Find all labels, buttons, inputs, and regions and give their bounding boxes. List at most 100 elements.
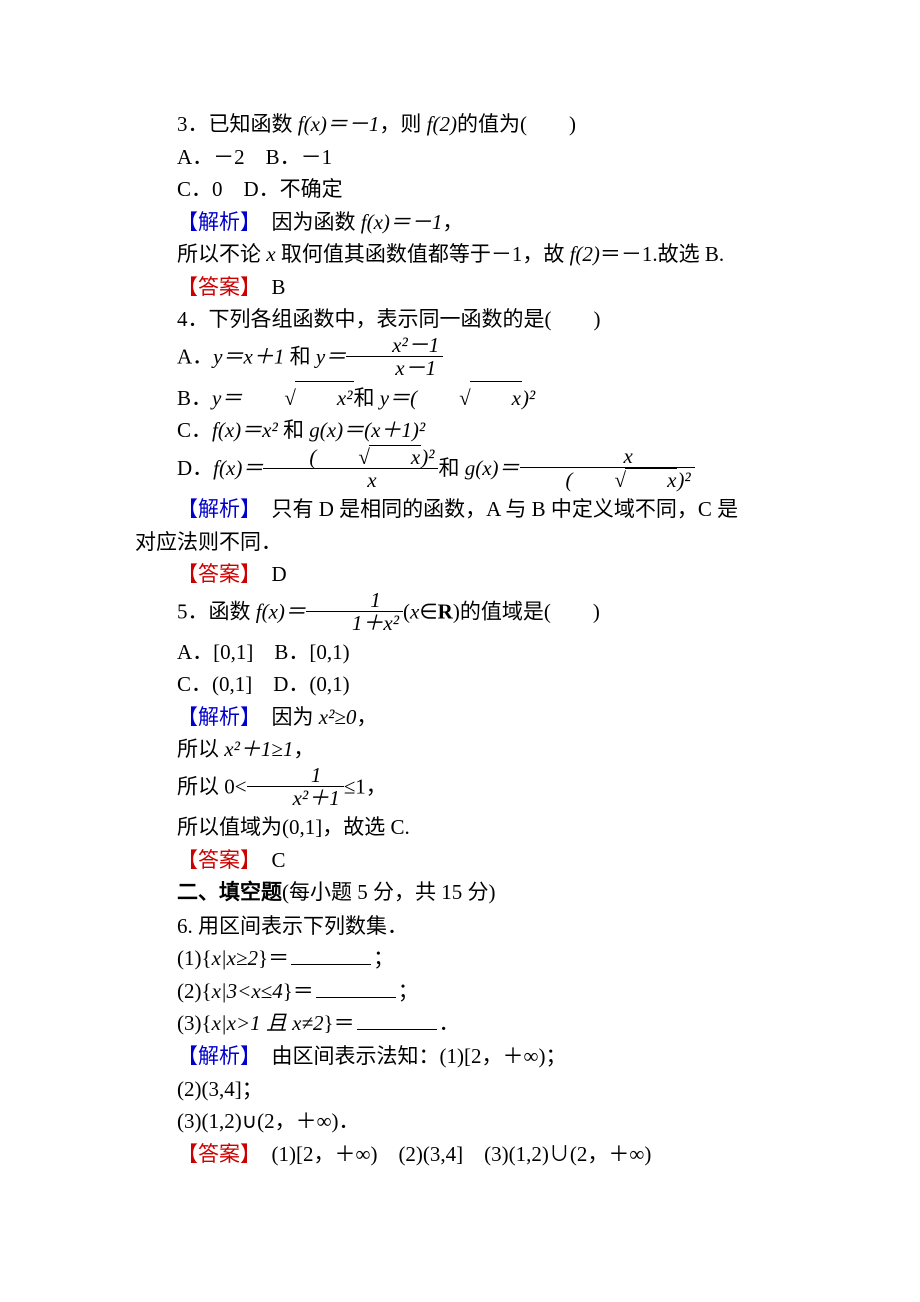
q4-A-den: x－1 (346, 357, 443, 379)
q4-optA: A．y＝x＋1 和 y＝x²－1x－1 (135, 336, 795, 381)
q4-D-b-frac: x(x)² (520, 445, 695, 491)
q6-p1c: }＝ (258, 946, 289, 970)
q6-an-1: 【解析】 由区间表示法知：(1)[2，＋∞)； (135, 1040, 795, 1073)
q3-an-l2c: ＝－1.故选 B. (600, 242, 724, 266)
sqrt-icon: x (417, 381, 522, 415)
q5-sl3-den: x²＋1 (247, 787, 344, 809)
q6-p2-semi: ； (398, 979, 419, 1003)
sec2-title-a: 二、填空题 (177, 881, 282, 904)
q6-p2a: (2){ (177, 979, 212, 1003)
q4-A-a: y＝x＋1 (213, 344, 284, 368)
q4-C-mid: 和 (278, 418, 310, 442)
q5-sl1e: ， (356, 705, 377, 729)
q4-answer-val: D (251, 562, 287, 586)
q4-B-mid: 和 (354, 386, 380, 410)
q4-B-a-rad: x² (295, 381, 354, 415)
q4-B-pre: B． (177, 386, 212, 410)
q4-D-a-num: (x)² (263, 445, 438, 469)
q5-opts-ab: A．[0,1] B．[0,1) (135, 636, 795, 669)
q6-answer-val: (1)[2，＋∞) (2)(3,4] (3)(1,2)∪(2，＋∞) (251, 1142, 652, 1166)
q5-opts-cd: C．(0,1] D．(0,1) (135, 668, 795, 701)
q4-A-frac: x²－1x－1 (346, 334, 443, 379)
q3-answer: 【答案】 B (135, 271, 795, 304)
q4-C-pre: C． (177, 418, 212, 442)
q4-D-b-num: x (520, 445, 695, 468)
q6-p3c: }＝ (324, 1011, 355, 1035)
q5-sl2a: 所以 (177, 737, 224, 761)
q4-analysis-l1: 【解析】 只有 D 是相同的函数，A 与 B 中定义域不同，C 是 (135, 493, 795, 526)
q6-p1a: (1){ (177, 946, 212, 970)
q3-answer-val: B (251, 275, 286, 299)
q4-an-l1: 只有 D 是相同的函数，A 与 B 中定义域不同，C 是 (251, 497, 739, 521)
q3-opts-ab: A．－2 B．－1 (135, 141, 795, 174)
q3-f2: f(2) (427, 112, 457, 136)
q5-in: ∈ (419, 599, 437, 623)
q5-fx: f(x)＝ (256, 599, 306, 623)
q5-paren-l: ( (403, 599, 410, 623)
q5-sl2e: ， (293, 737, 314, 761)
q4-optB: B．y＝ x²和 y＝(x)² (135, 381, 795, 415)
q4-stem: 4．下列各组函数中，表示同一函数的是( ) (135, 303, 795, 336)
q4-B-b-post: )² (522, 386, 535, 410)
q5-num: 1 (306, 589, 403, 612)
q4-D-a-den: x (263, 469, 438, 491)
q6-p1-semi: ； (373, 946, 394, 970)
q3-opts-cd: C．0 D．不确定 (135, 173, 795, 206)
q4-C-a: f(x)＝x² (212, 418, 278, 442)
q5-answer: 【答案】 C (135, 844, 795, 877)
q3-fx: f(x)＝－1 (298, 112, 380, 136)
q4-B-a-y: y＝ (212, 386, 242, 410)
q6-p3-period: ． (439, 1011, 460, 1035)
q3-an-l2a: 所以不论 (177, 242, 266, 266)
q5-stem-pre: 5．函数 (177, 599, 256, 623)
q4-C-b: g(x)＝(x＋1)² (309, 418, 425, 442)
q4-A-pre: A． (177, 344, 213, 368)
blank-field (291, 943, 371, 965)
q5-an-1: 【解析】 因为 x²≥0， (135, 701, 795, 734)
q4-B-b-pre: y＝( (380, 386, 417, 410)
q5-stem-post: )的值域是( ) (453, 599, 600, 623)
page-content: 3．已知函数 f(x)＝－1，则 f(2)的值为( ) A．－2 B．－1 C．… (135, 108, 795, 1170)
q3-analysis-l2: 所以不论 x 取何值其函数值都等于－1，故 f(2)＝－1.故选 B. (135, 238, 795, 271)
q5-x: x (410, 599, 419, 623)
q3-xvar: x (266, 242, 275, 266)
q6-sl1: 由区间表示法知：(1)[2，＋∞)； (251, 1044, 567, 1068)
analysis-label: 【解析】 (177, 210, 251, 234)
q3-an-l2b: 取何值其函数值都等于－1，故 (276, 242, 570, 266)
q5-an-2: 所以 x²＋1≥1， (135, 733, 795, 766)
q5-R: R (438, 599, 453, 623)
q6-p3a: (3){ (177, 1011, 212, 1035)
answer-label: 【答案】 (177, 562, 251, 586)
q4-A-num: x²－1 (346, 334, 443, 357)
q6-p3: (3){x|x>1 且 x≠2}＝． (135, 1007, 795, 1040)
q5-sl1m: x²≥0 (319, 705, 357, 729)
q6-an-2: (2)(3,4]； (135, 1073, 795, 1106)
q4-D-mid: 和 (438, 456, 464, 480)
q4-D-a-frac: (x)²x (263, 445, 438, 491)
q6-p1: (1){x|x≥2}＝； (135, 942, 795, 975)
q3-analysis-l1: 【解析】 因为函数 f(x)＝－1， (135, 206, 795, 239)
sec2-title: 二、填空题(每小题 5 分，共 15 分) (135, 876, 795, 910)
analysis-label: 【解析】 (177, 1044, 251, 1068)
sqrt-icon: x² (242, 381, 353, 415)
q3-stem-mid: ，则 (379, 112, 426, 136)
q3-an-f2: f(2) (570, 242, 600, 266)
q5-frac: 11＋x² (306, 589, 403, 634)
q5-den: 1＋x² (306, 612, 403, 634)
q6-answer: 【答案】 (1)[2，＋∞) (2)(3,4] (3)(1,2)∪(2，＋∞) (135, 1138, 795, 1171)
q5-sl2m: x²＋1≥1 (224, 737, 293, 761)
q5-answer-val: C (251, 848, 286, 872)
q3-stem: 3．已知函数 f(x)＝－1，则 f(2)的值为( ) (135, 108, 795, 141)
sqrt-icon: x (316, 445, 421, 468)
answer-label: 【答案】 (177, 1142, 251, 1166)
answer-label: 【答案】 (177, 848, 251, 872)
q6-p2: (2){x|3<x≤4}＝； (135, 975, 795, 1008)
analysis-label: 【解析】 (177, 705, 251, 729)
analysis-label: 【解析】 (177, 497, 251, 521)
q5-stem: 5．函数 f(x)＝11＋x²(x∈R)的值域是( ) (135, 591, 795, 636)
q4-D-b-gx: g(x)＝ (465, 456, 520, 480)
q6-p2b: x|3<x≤4 (212, 979, 283, 1003)
blank-field (316, 976, 396, 998)
blank-field (357, 1008, 437, 1030)
sqrt-icon: x (573, 468, 678, 491)
